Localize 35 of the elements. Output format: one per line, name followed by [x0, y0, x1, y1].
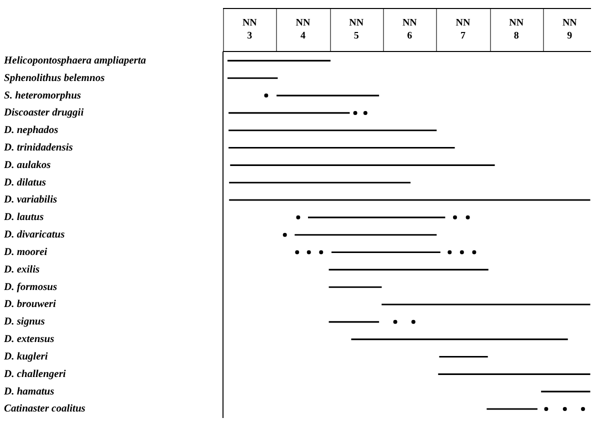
y-tick-label: D. variabilis	[3, 194, 58, 206]
text: NN	[562, 18, 577, 29]
x-tick-label: 3	[247, 30, 252, 42]
y-tick-label: D. extensus	[3, 334, 54, 346]
y-tick-label: D. signus	[3, 316, 45, 328]
x-axis-title: NN	[242, 18, 258, 29]
x-tick-label: 6	[407, 30, 412, 42]
y-tick-label: D. brouweri	[3, 299, 56, 310]
y-tick-label: S. heteromorphus	[4, 90, 82, 102]
y-tick-label: D. kugleri	[3, 351, 48, 362]
x-tick-label: 5	[354, 30, 359, 42]
y-tick-label: Catinaster coalitus	[4, 404, 86, 415]
text: NN	[509, 18, 524, 29]
y-tick-label: D. exilis	[3, 264, 40, 276]
x-tick-label: 4	[300, 30, 306, 42]
text: NN	[349, 18, 364, 29]
x-tick-label: 7	[460, 30, 466, 42]
y-tick-label: D. hamatus	[3, 386, 54, 398]
y-tick-label: D. formosus	[3, 282, 58, 293]
y-tick-label: D. lautus	[3, 212, 44, 224]
y-tick-label: D. moorei	[3, 246, 48, 258]
y-tick-label: D. nephados	[3, 125, 58, 136]
y-tick-label: Sphenolithus belemnos	[4, 72, 105, 84]
y-tick-label: Discoaster druggii	[3, 108, 84, 119]
y-tick-label: Helicopontosphaera ampliaperta	[3, 55, 146, 66]
y-tick-label: D. challengeri	[3, 368, 66, 380]
y-tick-label: D. divaricatus	[3, 230, 65, 241]
x-tick-label: 8	[514, 30, 519, 42]
x-tick-label: 9	[567, 30, 572, 42]
y-tick-label: D. aulakos	[3, 160, 51, 171]
text: NN	[402, 18, 417, 29]
y-tick-label: D. dilatus	[3, 177, 46, 188]
y-tick-label: D. trinidadensis	[3, 142, 73, 154]
text: NN	[456, 18, 470, 29]
text: NN	[296, 18, 310, 29]
